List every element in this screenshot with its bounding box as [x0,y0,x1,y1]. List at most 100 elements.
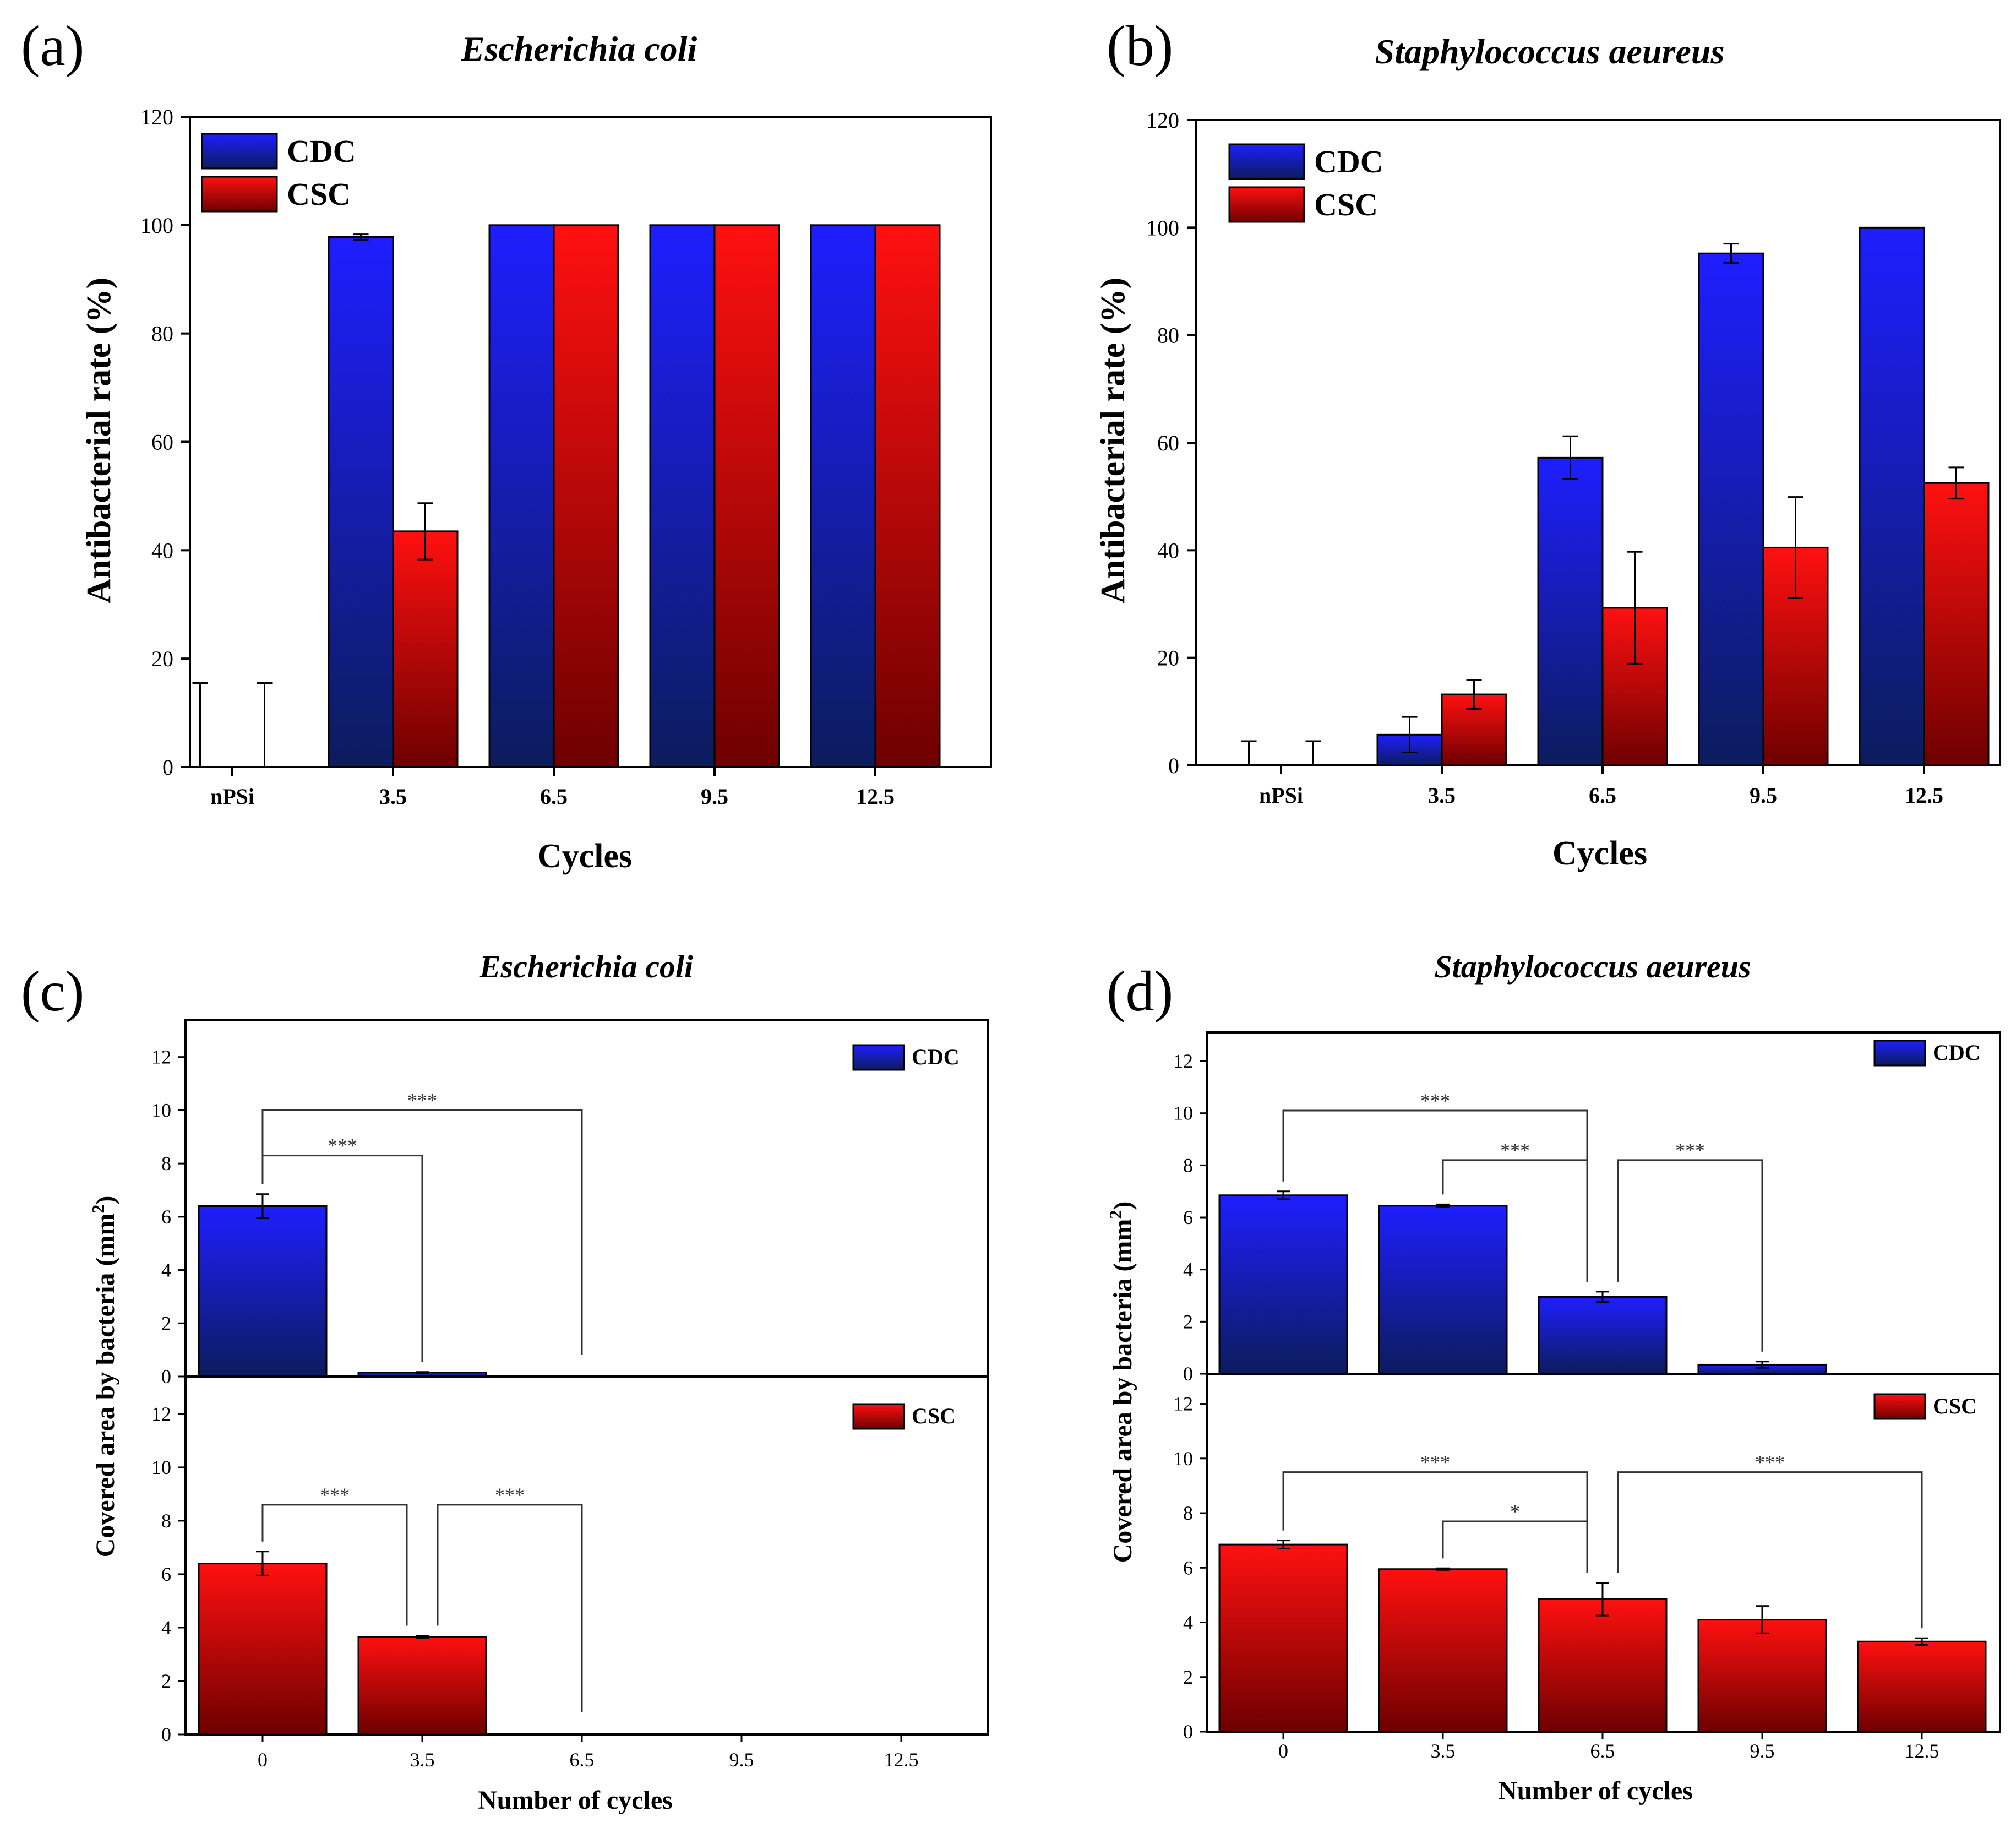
y-tick-label: 6 [1183,1206,1193,1228]
x-tick-label: 9.5 [701,784,728,809]
legend-label-csc: CSC [1314,187,1378,222]
bar-cdc [1537,456,1604,766]
legend-swatch-cdc [852,1044,905,1071]
bar-cdc [328,236,394,768]
y-tick-label: 4 [161,1259,171,1281]
x-axis-label: Cycles [1552,835,1647,872]
panel-label-d: (d) [1107,960,1173,1023]
y-tick-label: 12 [151,1403,171,1425]
significance-bracket [261,1504,408,1626]
legend-label-cdc: CDC [1314,144,1383,180]
y-axis-label: Antibacterial rate (%) [80,278,118,603]
y-tick-label: 12 [1173,1393,1193,1415]
significance-marker: *** [1420,1090,1450,1112]
x-tick-label: 12.5 [1905,1740,1939,1762]
legend-swatch-csc [201,176,278,213]
y-tick-label: 12 [1173,1050,1193,1072]
y-tick-label: 8 [1183,1154,1193,1176]
y-tick-label: 0 [161,1723,171,1745]
x-tick-label: 0 [1278,1740,1288,1762]
panel-title-a: Escherichia coli [461,29,698,68]
panel-title-b: Staphylococcus aeureus [1375,32,1725,71]
y-tick-label: 120 [140,105,173,129]
x-axis-label: Number of cycles [478,1786,673,1815]
x-tick-label: 6.5 [1589,783,1616,808]
y-tick-label: 8 [161,1510,171,1532]
legend-swatch-csc [1228,186,1305,223]
y-axis-label-end: ) [1108,1201,1137,1210]
bar-csc [1378,1568,1508,1733]
significance-bracket [1442,1520,1588,1573]
bar-csc [198,1563,328,1736]
legend-swatch-cdc [1873,1040,1926,1067]
bar-csc [1538,1598,1668,1733]
significance-marker: *** [320,1484,350,1506]
significance-bracket [1617,1471,1923,1629]
bar-cdc [488,224,555,768]
panel-label-c: (c) [21,960,84,1023]
legend-label-cdc: CDC [912,1045,960,1069]
y-axis-label-superscript: 2 [88,1205,108,1214]
legend-label-cdc: CDC [287,133,356,169]
x-tick-label: 9.5 [729,1749,754,1771]
x-tick-label: 3.5 [379,784,407,809]
x-tick-label: 9.5 [1750,1740,1775,1762]
y-tick-label: 8 [1183,1502,1193,1524]
legend-label-csc: CSC [912,1404,956,1428]
y-tick-label: 100 [1146,215,1179,240]
y-tick-label: 0 [1168,753,1179,778]
y-tick-label: 2 [161,1670,171,1692]
x-tick-label: 9.5 [1750,783,1777,808]
chart-a: 0 20 40 60 80 100 120 nPSi 3.5 6.5 9.5 12.5 Cycles An… [80,105,992,875]
legend-label-csc: CSC [287,176,351,212]
bar-csc [1218,1543,1348,1733]
y-tick-label: 12 [151,1046,171,1068]
bar-cdc [1538,1296,1668,1375]
significance-marker: * [1510,1500,1520,1522]
significance-marker: *** [1675,1139,1705,1161]
panel-title-c: Escherichia coli [479,949,693,985]
y-axis-label-text: Covered area by bacteria (mm [91,1214,120,1558]
significance-bracket [261,1155,423,1362]
y-tick-label: 40 [151,538,173,563]
y-tick-label: 8 [161,1152,171,1174]
bar-csc [1923,482,1990,766]
bar-cdc [649,224,716,768]
y-axis-label-superscript: 2 [1105,1210,1125,1219]
bar-cdc [1218,1194,1348,1375]
x-axis-label: Cycles [537,837,632,875]
subplot-frame-csc [184,1375,989,1736]
y-tick-label: 6 [1183,1557,1193,1579]
y-tick-label: 10 [1173,1102,1193,1124]
y-tick-label: 60 [1157,431,1179,455]
legend-label-cdc: CDC [1933,1040,1981,1065]
significance-marker: *** [495,1484,525,1506]
legend-label-csc: CSC [1933,1394,1977,1418]
bar-cdc [198,1205,328,1378]
y-tick-label: 20 [1157,646,1179,671]
bar-cdc [1859,226,1925,766]
y-tick-label: 2 [1183,1310,1193,1332]
y-axis-label-end: ) [91,1196,120,1205]
y-axis-label: Covered area by bacteria (mm2) [1105,1201,1137,1563]
y-tick-label: 120 [1146,108,1179,133]
panel-label-b: (b) [1107,14,1173,78]
x-tick-label: 3.5 [1428,783,1456,808]
bar-cdc [810,224,876,768]
y-tick-label: 60 [151,430,173,455]
y-tick-label: 80 [151,322,173,346]
significance-marker: *** [328,1135,357,1157]
significance-marker: *** [407,1089,437,1111]
chart-b: 0 20 40 60 80 100 120 nPSi 3.5 6.5 9.5 12.5 Cycles An… [1094,108,2001,872]
legend-swatch-csc [1873,1393,1926,1420]
bar-csc [357,1636,487,1736]
y-tick-label: 10 [151,1099,171,1121]
x-tick-label: 6.5 [540,784,568,809]
legend-swatch-cdc [1228,143,1305,180]
x-tick-label: 12.5 [1905,783,1943,808]
chart-c: 0 2 4 6 8 10 12 *** *** CDC 0 2 4 6 8 10 12 *** *** CSC 0 3.5… [88,1019,989,1815]
x-tick-label: nPSi [1259,783,1303,808]
x-tick-label: 12.5 [856,784,895,809]
y-tick-label: 0 [1183,1363,1193,1385]
